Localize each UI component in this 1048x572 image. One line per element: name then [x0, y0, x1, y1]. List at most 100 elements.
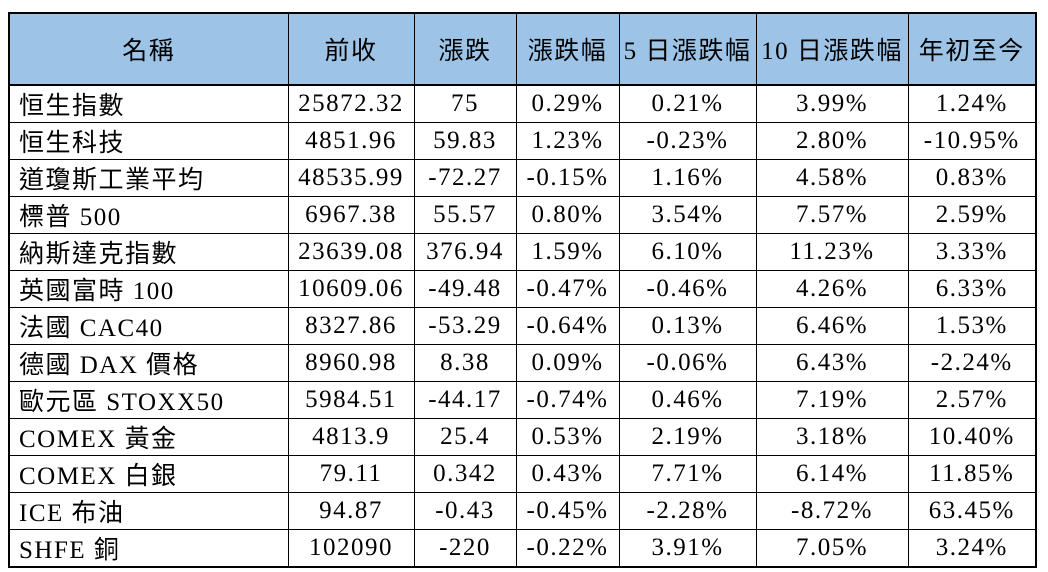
cell-10d-pct: 7.57% [755, 196, 909, 234]
header-row: 名稱 前收 漲跌 漲跌幅 5 日漲跌幅 10 日漲跌幅 年初至今 [8, 12, 1037, 86]
col-header-10d-pct: 10 日漲跌幅 [755, 12, 909, 86]
cell-prev-close: 10609.06 [287, 270, 415, 308]
cell-ytd: 63.45% [907, 492, 1037, 530]
cell-name: 標普 500 [8, 196, 289, 234]
cell-name: 歐元區 STOXX50 [8, 381, 289, 419]
cell-change-pct: -0.74% [515, 381, 620, 419]
cell-name: 德國 DAX 價格 [8, 344, 289, 382]
cell-ytd: 10.40% [907, 418, 1037, 456]
cell-prev-close: 8960.98 [287, 344, 415, 382]
cell-5d-pct: 6.10% [618, 233, 757, 271]
cell-ytd: 2.57% [907, 381, 1037, 419]
cell-name: 納斯達克指數 [8, 233, 289, 271]
cell-ytd: 2.59% [907, 196, 1037, 234]
cell-ytd: 0.83% [907, 159, 1037, 197]
table-row: 道瓊斯工業平均 48535.99 -72.27 -0.15% 1.16% 4.5… [8, 159, 1037, 197]
cell-change-pct: 0.43% [515, 455, 620, 493]
cell-name: ICE 布油 [8, 492, 289, 530]
cell-name: COMEX 白銀 [8, 455, 289, 493]
table-row: COMEX 白銀 79.11 0.342 0.43% 7.71% 6.14% 1… [8, 455, 1037, 493]
cell-prev-close: 4851.96 [287, 122, 415, 160]
cell-5d-pct: 7.71% [618, 455, 757, 493]
cell-10d-pct: 7.05% [755, 529, 909, 568]
cell-change-pct: 0.09% [515, 344, 620, 382]
market-indices-table: 名稱 前收 漲跌 漲跌幅 5 日漲跌幅 10 日漲跌幅 年初至今 恒生指數 25… [8, 12, 1037, 568]
cell-5d-pct: 2.19% [618, 418, 757, 456]
cell-10d-pct: 6.46% [755, 307, 909, 345]
cell-10d-pct: 2.80% [755, 122, 909, 160]
cell-change: 0.342 [413, 455, 517, 493]
cell-change-pct: -0.15% [515, 159, 620, 197]
cell-ytd: -10.95% [907, 122, 1037, 160]
cell-name: 道瓊斯工業平均 [8, 159, 289, 197]
cell-change-pct: 1.59% [515, 233, 620, 271]
cell-5d-pct: 0.46% [618, 381, 757, 419]
table-row: 歐元區 STOXX50 5984.51 -44.17 -0.74% 0.46% … [8, 381, 1037, 419]
cell-name: 恒生科技 [8, 122, 289, 160]
cell-change-pct: -0.45% [515, 492, 620, 530]
cell-10d-pct: 3.18% [755, 418, 909, 456]
cell-change: -44.17 [413, 381, 517, 419]
table-row: 德國 DAX 價格 8960.98 8.38 0.09% -0.06% 6.43… [8, 344, 1037, 382]
cell-change: -49.48 [413, 270, 517, 308]
cell-5d-pct: -0.06% [618, 344, 757, 382]
col-header-name: 名稱 [8, 12, 289, 86]
cell-5d-pct: 3.91% [618, 529, 757, 568]
cell-prev-close: 94.87 [287, 492, 415, 530]
cell-ytd: 6.33% [907, 270, 1037, 308]
table-row: 標普 500 6967.38 55.57 0.80% 3.54% 7.57% 2… [8, 196, 1037, 234]
table-row: 法國 CAC40 8327.86 -53.29 -0.64% 0.13% 6.4… [8, 307, 1037, 345]
col-header-ytd: 年初至今 [907, 12, 1037, 86]
cell-prev-close: 23639.08 [287, 233, 415, 271]
cell-change: 376.94 [413, 233, 517, 271]
cell-prev-close: 8327.86 [287, 307, 415, 345]
cell-5d-pct: -0.46% [618, 270, 757, 308]
cell-10d-pct: 4.26% [755, 270, 909, 308]
cell-5d-pct: 3.54% [618, 196, 757, 234]
cell-10d-pct: 11.23% [755, 233, 909, 271]
cell-10d-pct: 3.99% [755, 84, 909, 123]
cell-ytd: 1.53% [907, 307, 1037, 345]
cell-change: 75 [413, 84, 517, 123]
cell-name: 英國富時 100 [8, 270, 289, 308]
cell-change-pct: -0.47% [515, 270, 620, 308]
cell-5d-pct: 0.13% [618, 307, 757, 345]
cell-change-pct: 0.80% [515, 196, 620, 234]
table-row: COMEX 黃金 4813.9 25.4 0.53% 2.19% 3.18% 1… [8, 418, 1037, 456]
table-row: 納斯達克指數 23639.08 376.94 1.59% 6.10% 11.23… [8, 233, 1037, 271]
table-row: SHFE 銅 102090 -220 -0.22% 3.91% 7.05% 3.… [8, 529, 1037, 568]
cell-ytd: 3.24% [907, 529, 1037, 568]
cell-prev-close: 6967.38 [287, 196, 415, 234]
table-row: 英國富時 100 10609.06 -49.48 -0.47% -0.46% 4… [8, 270, 1037, 308]
cell-5d-pct: 1.16% [618, 159, 757, 197]
cell-change: -53.29 [413, 307, 517, 345]
cell-name: SHFE 銅 [8, 529, 289, 568]
cell-5d-pct: -0.23% [618, 122, 757, 160]
cell-change-pct: 1.23% [515, 122, 620, 160]
cell-10d-pct: 7.19% [755, 381, 909, 419]
cell-ytd: 1.24% [907, 84, 1037, 123]
cell-5d-pct: 0.21% [618, 84, 757, 123]
cell-change: -0.43 [413, 492, 517, 530]
cell-change: 25.4 [413, 418, 517, 456]
cell-ytd: 11.85% [907, 455, 1037, 493]
cell-ytd: -2.24% [907, 344, 1037, 382]
col-header-change: 漲跌 [413, 12, 517, 86]
cell-change-pct: -0.22% [515, 529, 620, 568]
table-row: 恒生指數 25872.32 75 0.29% 0.21% 3.99% 1.24% [8, 84, 1037, 123]
cell-prev-close: 4813.9 [287, 418, 415, 456]
cell-change: 55.57 [413, 196, 517, 234]
cell-prev-close: 102090 [287, 529, 415, 568]
col-header-prev-close: 前收 [287, 12, 415, 86]
cell-change: 8.38 [413, 344, 517, 382]
cell-change-pct: 0.29% [515, 84, 620, 123]
cell-name: 法國 CAC40 [8, 307, 289, 345]
cell-10d-pct: 6.43% [755, 344, 909, 382]
cell-10d-pct: 6.14% [755, 455, 909, 493]
cell-10d-pct: 4.58% [755, 159, 909, 197]
cell-change-pct: -0.64% [515, 307, 620, 345]
cell-ytd: 3.33% [907, 233, 1037, 271]
cell-prev-close: 5984.51 [287, 381, 415, 419]
cell-10d-pct: -8.72% [755, 492, 909, 530]
